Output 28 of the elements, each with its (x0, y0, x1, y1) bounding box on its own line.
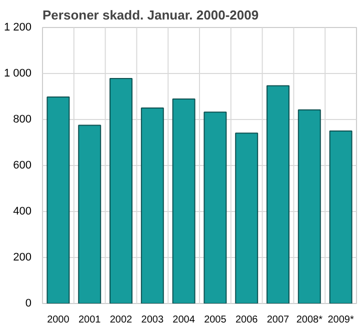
x-tick-label: 2006 (235, 314, 258, 326)
y-tick-label: 1 000 (4, 68, 32, 80)
y-tick-label: 1 200 (4, 22, 32, 34)
y-tick-label: 600 (13, 160, 32, 172)
y-tick-label: 0 (25, 298, 32, 310)
x-tick-label: 2004 (172, 314, 196, 326)
x-tick-label: 2007 (266, 314, 290, 326)
x-tick-label: 2005 (204, 314, 227, 326)
bar (140, 108, 164, 304)
chart-title: Personer skadd. Januar. 2000-2009 (42, 8, 259, 22)
bar (329, 130, 352, 304)
bar (46, 96, 70, 304)
bar (298, 109, 321, 304)
y-tick-label: 200 (13, 252, 32, 264)
x-tick-label: 2002 (110, 314, 133, 326)
y-tick-label: 800 (13, 114, 32, 126)
x-tick-label: 2008* (296, 314, 323, 326)
bar (204, 112, 227, 304)
x-tick-label: 2003 (141, 314, 164, 326)
bar (78, 124, 102, 304)
y-tick-label: 400 (13, 206, 32, 218)
bar (235, 132, 258, 304)
bar (266, 85, 290, 304)
bar (110, 78, 132, 304)
x-tick-label: 2000 (47, 314, 70, 326)
x-tick-label: 2009* (328, 314, 354, 326)
x-tick-label: 2001 (78, 314, 102, 326)
bar (172, 98, 196, 304)
